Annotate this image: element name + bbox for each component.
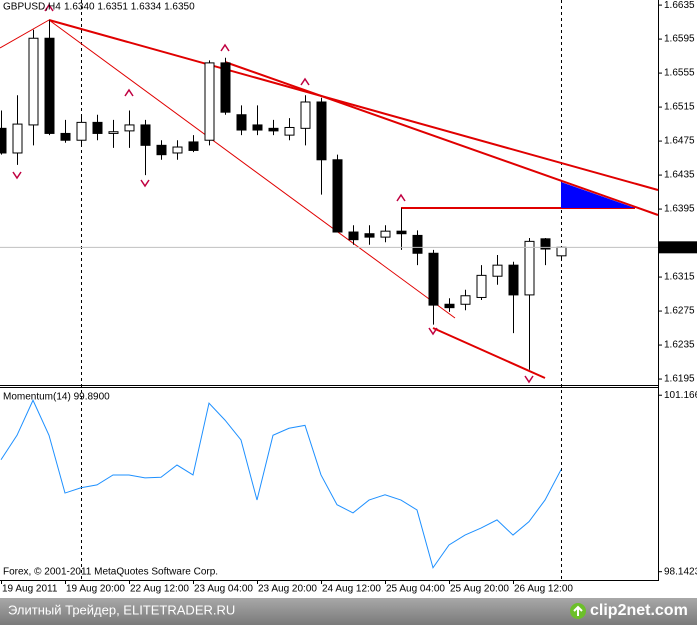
copyright: Forex, © 2001-2011 MetaQuotes Software C… (3, 567, 218, 578)
candle-body (28, 37, 39, 126)
candle-body (220, 62, 231, 113)
fractal-up (124, 88, 134, 97)
candle-body (12, 123, 23, 154)
candle-body (556, 246, 567, 257)
background (0, 0, 697, 598)
fractal-up (396, 193, 406, 202)
candle-body (140, 124, 151, 146)
candle-body (284, 126, 295, 136)
candle-body (460, 295, 471, 305)
fractal-up (300, 77, 310, 86)
candle-body (44, 37, 55, 134)
y-tick-label: 1.6395 (664, 204, 695, 215)
fractal-down (12, 171, 22, 180)
shaded-area (561, 182, 635, 208)
candle-body (76, 121, 87, 141)
candle-body (108, 131, 119, 134)
candle-body (60, 132, 71, 141)
fractal-up (44, 3, 54, 12)
trendline (48, 19, 659, 191)
candle-body (412, 234, 423, 254)
current-price-label: 1.6350 (664, 242, 695, 253)
footer-caption: Элитный Трейдер, ELITETRADER.RU (8, 602, 235, 617)
candle-body (428, 252, 439, 306)
y-tick-label: 1.6595 (664, 34, 695, 45)
candle-body (364, 233, 375, 238)
candle-body (236, 114, 247, 131)
candle-body (396, 230, 407, 235)
y-tick-label: 98.1423 (664, 566, 697, 577)
x-tick-label: 25 Aug 20:00 (450, 584, 509, 595)
x-tick-label: 23 Aug 20:00 (258, 584, 317, 595)
x-tick-label: 25 Aug 04:00 (386, 584, 445, 595)
candle-body (300, 101, 311, 129)
candle-body (492, 264, 503, 277)
x-tick-label: 26 Aug 12:00 (514, 584, 573, 595)
x-tick-label: 24 Aug 12:00 (322, 584, 381, 595)
y-tick-label: 1.6435 (664, 170, 695, 181)
fractal-down (140, 179, 150, 188)
x-tick-label: 23 Aug 04:00 (194, 584, 253, 595)
indicator-title: Momentum(14) 99.8900 (3, 392, 110, 403)
current-price-box (659, 241, 697, 254)
x-tick-label: 19 Aug 2011 (2, 584, 58, 595)
candle-body (524, 240, 535, 296)
x-tick-label: 19 Aug 20:00 (66, 584, 125, 595)
fractals (12, 3, 534, 384)
indicator-line (0, 399, 562, 569)
logo-arrow (573, 605, 583, 616)
candle-body (268, 127, 279, 132)
y-tick-label: 1.6475 (664, 136, 695, 147)
candle-body (348, 231, 359, 241)
y-tick-label: 1.6515 (664, 102, 695, 113)
candle-body (0, 127, 7, 154)
trendline (224, 61, 659, 216)
candle-body (156, 144, 167, 156)
ohlc-label: 1.6340 1.6351 1.6334 1.6350 (64, 2, 195, 13)
candle-body (188, 141, 199, 151)
fractal-up (220, 43, 230, 52)
y-tick-label: 1.6555 (664, 68, 695, 79)
candle-body (332, 159, 343, 233)
candle-body (540, 238, 551, 250)
x-tick-label: 22 Aug 12:00 (130, 584, 189, 595)
candle-body (124, 124, 135, 132)
trendline (432, 327, 546, 379)
fractal-down (428, 327, 438, 336)
candle-body (444, 303, 455, 309)
candle-body (172, 146, 183, 154)
trendline (0, 19, 50, 49)
y-tick-label: 101.1663 (664, 390, 697, 401)
y-tick-label: 1.6315 (664, 272, 695, 283)
chart-title: GBPUSD,H4 (3, 2, 61, 13)
candle-body (380, 230, 391, 238)
trendline (48, 19, 456, 319)
y-tick-label: 1.6195 (664, 374, 695, 385)
y-tick-label: 1.6235 (664, 340, 695, 351)
candle-body (204, 62, 215, 141)
candle-body (252, 124, 263, 131)
y-tick-label: 1.6275 (664, 306, 695, 317)
y-tick-label: 1.6635 (664, 0, 695, 11)
candle-body (476, 274, 487, 298)
candle-body (508, 264, 519, 296)
candle-body (316, 101, 327, 161)
candle-body (92, 121, 103, 134)
fractal-down (524, 375, 534, 384)
footer-logo[interactable]: clip2net.com (590, 602, 688, 619)
